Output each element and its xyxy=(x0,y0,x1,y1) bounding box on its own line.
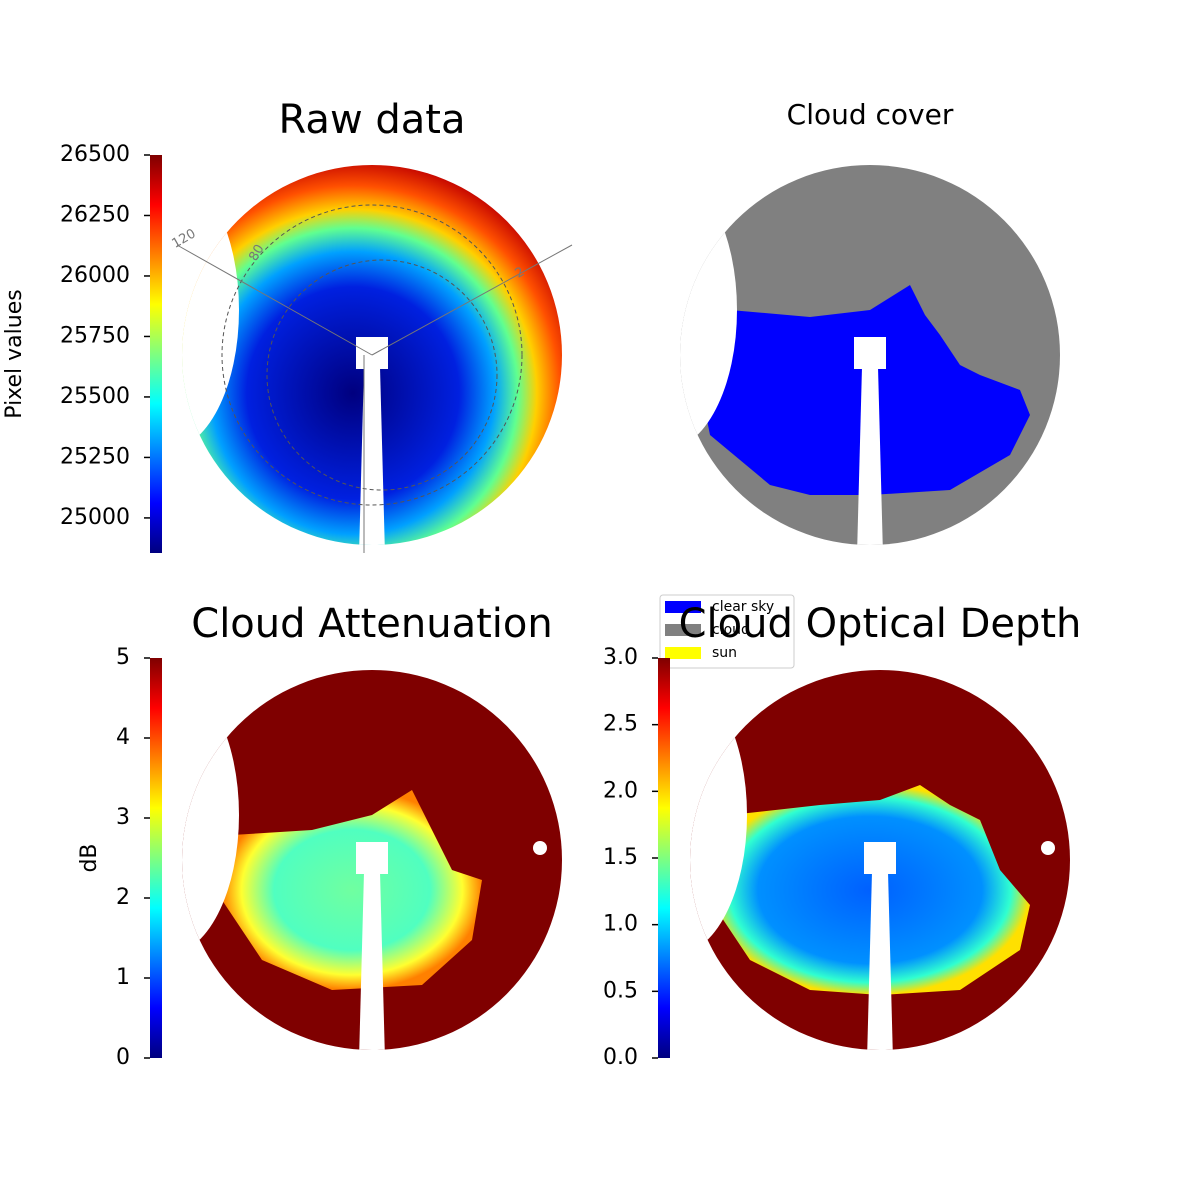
bottom-mask xyxy=(690,1052,1070,1062)
legend-swatch xyxy=(665,601,701,613)
sky-content xyxy=(690,670,1070,1062)
polar-axis xyxy=(176,244,373,356)
camera-housing xyxy=(854,337,886,369)
legend-swatch xyxy=(665,624,701,636)
bottom-mask xyxy=(680,547,1060,557)
colorbar xyxy=(150,658,162,1058)
sky-image xyxy=(680,165,1060,557)
colorbar-tick-label: 25000 xyxy=(60,505,130,530)
panel-title: Cloud cover xyxy=(787,98,954,131)
sky-image xyxy=(182,670,562,1062)
attenuation-region xyxy=(222,790,482,990)
sky-image xyxy=(690,670,1070,1062)
colorbar-tick-label: 0.5 xyxy=(603,978,638,1003)
colorbar-tick-label: 26500 xyxy=(60,142,130,167)
panel-title: Cloud Attenuation xyxy=(191,601,552,647)
colorbar-tick-label: 3.0 xyxy=(603,645,638,670)
colorbar-tick-label: 26250 xyxy=(60,202,130,227)
polar-axis xyxy=(371,244,573,356)
colorbar-tick-label: 1.5 xyxy=(603,845,638,870)
colorbar-tick-label: 4 xyxy=(116,725,130,750)
colorbar-tick-label: 1.0 xyxy=(603,912,638,937)
polar-label: 80 xyxy=(246,242,267,264)
panel-title: Cloud Optical Depth xyxy=(679,601,1082,647)
sun-position xyxy=(533,841,547,855)
bottom-mask xyxy=(182,547,562,557)
polar-ring xyxy=(221,204,523,506)
camera-housing xyxy=(864,842,896,874)
legend-label: cloud xyxy=(712,622,750,638)
colorbar-tick-label: 2.5 xyxy=(603,712,638,737)
colorbar-tick-label: 25250 xyxy=(60,444,130,469)
colorbar-label: dB xyxy=(77,843,102,872)
colorbar-tick-label: 0 xyxy=(116,1045,130,1070)
colorbar-tick-label: 2.0 xyxy=(603,778,638,803)
colorbar-tick-label: 3 xyxy=(116,805,130,830)
legend-label: clear sky xyxy=(712,599,774,615)
horizon-mask xyxy=(680,170,737,450)
sky-content xyxy=(182,165,562,557)
sky-content xyxy=(680,165,1060,557)
camera-arm xyxy=(359,367,385,545)
colorbar xyxy=(658,658,670,1058)
sun-position xyxy=(1041,841,1055,855)
polar-label: 120 xyxy=(169,226,198,251)
colorbar-tick-label: 25750 xyxy=(60,323,130,348)
polar-ring xyxy=(266,259,498,491)
camera-arm xyxy=(857,367,883,545)
camera-housing xyxy=(356,842,388,874)
camera-arm xyxy=(359,872,385,1050)
colorbar-tick-label: 2 xyxy=(116,885,130,910)
legend-swatch xyxy=(665,647,701,659)
bottom-mask xyxy=(182,1052,562,1062)
colorbar xyxy=(150,155,162,553)
colorbar-tick-label: 5 xyxy=(116,645,130,670)
camera-housing xyxy=(356,337,388,369)
optical-depth-region xyxy=(710,785,1030,995)
camera-arm xyxy=(867,872,893,1050)
colorbar-tick-label: 1 xyxy=(116,965,130,990)
colorbar-tick-label: 25500 xyxy=(60,384,130,409)
colorbar-tick-label: 0.0 xyxy=(603,1045,638,1070)
colorbar-tick-label: 26000 xyxy=(60,263,130,288)
sky-image xyxy=(182,165,562,557)
panel-title: Raw data xyxy=(279,97,466,143)
legend-label: sun xyxy=(712,645,737,661)
sky-content xyxy=(182,670,562,1062)
colorbar-label: Pixel values xyxy=(2,289,27,418)
